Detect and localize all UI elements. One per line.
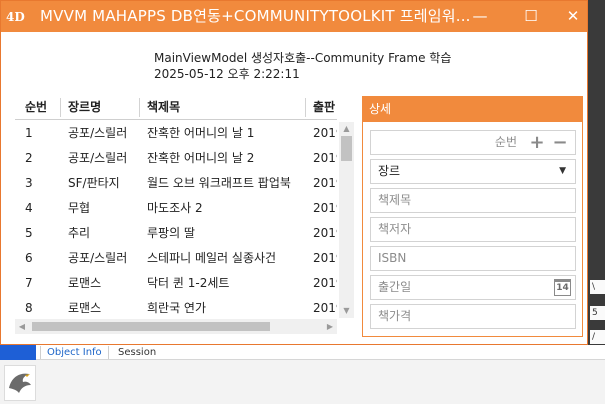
table-row[interactable]: 6 공포/스릴러 스테파니 메일러 실종사건 2019- — [15, 248, 337, 273]
table-row[interactable]: 4 무협 마도조사 2 2019- — [15, 198, 337, 223]
cell-genre: 공포/스릴러 — [68, 151, 128, 165]
cell-release: 2019- — [313, 251, 337, 265]
column-header-title[interactable]: 책제목 — [138, 95, 180, 120]
price-input[interactable]: 책가격 — [370, 304, 576, 329]
cell-release: 2019- — [313, 126, 337, 140]
calendar-icon[interactable]: 14 — [554, 279, 571, 296]
scroll-up-icon[interactable]: ▲ — [343, 124, 350, 133]
eagle-icon — [9, 373, 31, 393]
books-grid[interactable]: 순번 장르명 책제목 출판 1 공포/스릴러 잔혹한 어머니의 날 1 2019… — [15, 95, 337, 335]
cell-release: 2019- — [313, 301, 337, 315]
decrement-icon[interactable]: − — [552, 132, 568, 153]
grid-horizontal-scrollbar[interactable]: ◀ ▶ — [15, 319, 337, 334]
cell-title: 잔혹한 어머니의 날 1 — [147, 126, 255, 140]
current-datetime: 2025-05-12 오후 2:22:11 — [154, 67, 300, 81]
cell-genre: SF/판타지 — [68, 176, 120, 190]
table-row[interactable]: 3 SF/판타지 월드 오브 워크래프트 팝업북 2019- — [15, 173, 337, 198]
detail-panel: 상세 순번 + − 장르 ▼ 책제목 책저자 ISBN 출간일 14 책가격 — [362, 96, 583, 337]
cell-no: 8 — [25, 301, 33, 315]
cell-title: 루팡의 딸 — [147, 226, 195, 240]
taskbar-app-icon[interactable] — [4, 365, 36, 401]
table-row[interactable]: 7 로맨스 닥터 퀸 1-2세트 2019- — [15, 273, 337, 298]
scroll-right-icon[interactable]: ▶ — [326, 322, 334, 331]
isbn-input[interactable]: ISBN — [370, 246, 576, 271]
cell-release: 2019- — [313, 201, 337, 215]
table-row[interactable]: 1 공포/스릴러 잔혹한 어머니의 날 1 2019- — [15, 123, 337, 148]
cell-title: 닥터 퀸 1-2세트 — [147, 276, 230, 290]
cell-genre: 추리 — [68, 226, 91, 240]
minimize-button[interactable]: — — [472, 7, 488, 25]
cell-release: 2019- — [313, 276, 337, 290]
cell-release: 2019- — [313, 226, 337, 240]
background-mark: \ — [590, 280, 605, 294]
viewmodel-message: MainViewModel 생성자호출--Community Frame 학습 — [154, 51, 452, 65]
table-row[interactable]: 5 추리 루팡의 딸 2019- — [15, 223, 337, 248]
app-logo-icon: 4D — [6, 10, 25, 24]
chevron-down-icon[interactable]: ▼ — [559, 166, 566, 176]
author-input[interactable]: 책저자 — [370, 217, 576, 242]
column-header-genre[interactable]: 장르명 — [59, 95, 101, 120]
vertical-scroll-thumb[interactable] — [341, 136, 352, 161]
cell-title: 희란국 연가 — [147, 301, 207, 315]
background-tab-strip: Object Info Session — [0, 345, 605, 360]
cell-genre: 무협 — [68, 201, 91, 215]
tab-object-info[interactable]: Object Info — [40, 346, 109, 359]
table-row[interactable]: 8 로맨스 희란국 연가 2019- — [15, 298, 337, 323]
release-date-picker[interactable]: 출간일 14 — [370, 275, 576, 300]
tab-session[interactable]: Session — [118, 347, 157, 358]
cell-no: 3 — [25, 176, 33, 190]
column-header-no[interactable]: 순번 — [25, 100, 48, 114]
index-label: 순번 — [494, 135, 517, 149]
grid-vertical-scrollbar[interactable]: ▲ ▼ — [339, 122, 354, 318]
background-window-edge: \ 5 / — [588, 0, 605, 404]
cell-no: 5 — [25, 226, 33, 240]
cell-genre: 로맨스 — [68, 276, 102, 290]
cell-genre: 로맨스 — [68, 301, 102, 315]
cell-genre: 공포/스릴러 — [68, 126, 128, 140]
cell-no: 6 — [25, 251, 33, 265]
genre-select[interactable]: 장르 ▼ — [370, 159, 576, 184]
cell-release: 2019- — [313, 151, 337, 165]
detail-panel-title: 상세 — [363, 97, 582, 122]
horizontal-scroll-thumb[interactable] — [32, 322, 270, 331]
background-mark: 5 — [590, 306, 605, 320]
scroll-down-icon[interactable]: ▼ — [343, 306, 350, 315]
cell-title: 마도조사 2 — [147, 201, 203, 215]
cell-no: 2 — [25, 151, 33, 165]
book-title-input[interactable]: 책제목 — [370, 188, 576, 213]
maximize-button[interactable]: ☐ — [524, 7, 538, 25]
cell-release: 2019- — [313, 176, 337, 190]
table-row[interactable]: 2 공포/스릴러 잔혹한 어머니의 날 2 2019- — [15, 148, 337, 173]
cell-title: 스테파니 메일러 실종사건 — [147, 251, 277, 265]
cell-genre: 공포/스릴러 — [68, 251, 128, 265]
grid-header: 순번 장르명 책제목 출판 — [15, 95, 337, 120]
cell-title: 월드 오브 워크래프트 팝업북 — [147, 176, 291, 190]
release-date-placeholder: 출간일 — [378, 280, 412, 294]
cell-no: 1 — [25, 126, 33, 140]
window-title: MVVM MAHAPPS DB연동+COMMUNITYTOOLKIT 프레임워.… — [40, 7, 471, 25]
increment-icon[interactable]: + — [529, 132, 545, 153]
background-highlight — [0, 345, 36, 360]
close-button[interactable]: ✕ — [566, 7, 580, 25]
title-bar[interactable]: 4D MVVM MAHAPPS DB연동+COMMUNITYTOOLKIT 프레… — [1, 1, 587, 32]
column-header-release[interactable]: 출판 — [304, 95, 335, 120]
index-numeric-field[interactable]: 순번 + − — [370, 130, 576, 155]
cell-no: 4 — [25, 201, 33, 215]
main-window: 4D MVVM MAHAPPS DB연동+COMMUNITYTOOLKIT 프레… — [0, 0, 588, 345]
background-mark: / — [590, 330, 605, 344]
cell-title: 잔혹한 어머니의 날 2 — [147, 151, 255, 165]
cell-no: 7 — [25, 276, 33, 290]
scroll-left-icon[interactable]: ◀ — [18, 322, 26, 331]
grid-body: 1 공포/스릴러 잔혹한 어머니의 날 1 2019- 2 공포/스릴러 잔혹한… — [15, 123, 337, 323]
genre-select-value: 장르 — [378, 164, 401, 178]
